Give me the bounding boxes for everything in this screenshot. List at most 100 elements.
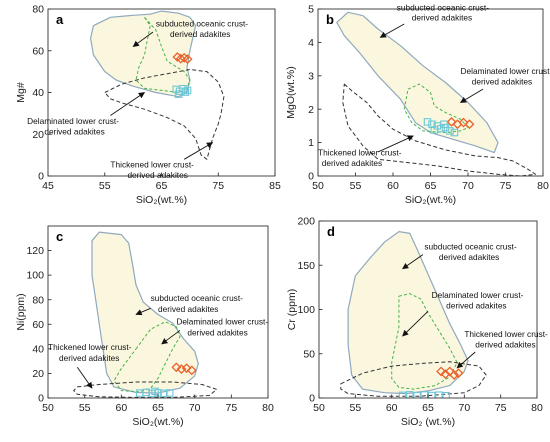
sample-square [446,127,454,135]
x-tick-label: 60 [386,402,398,414]
sample-square [165,389,174,397]
x-tick-label: 85 [269,180,281,192]
field-annotation: Thickened lower crust- [110,160,194,170]
x-tick-label: 45 [42,180,54,192]
field-annotation: derived adakites [187,327,247,337]
y-tick-label: 100 [297,304,315,316]
sample-diamond [186,365,197,376]
field-annotation: derived adakites [127,170,187,180]
field-annotation: derived adakites [439,252,499,262]
annotation-arrow [135,307,151,316]
y-tick-label: 80 [32,4,44,16]
y-tick-label: 120 [26,245,44,257]
field-annotation: derived adakites [472,76,532,86]
sample-square [450,128,459,137]
field-annotation: subducted oceanic crust- [156,19,248,29]
y-tick-label: 0 [38,393,44,405]
sample-diamond [182,54,193,65]
field-filled-d [347,231,469,395]
x-tick-label: 75 [212,180,224,192]
panel-letter: a [56,12,64,27]
sample-square [398,391,407,398]
field-annotation: Delaminated lower crust- [461,66,550,76]
field-annotation: Thickened lower crust- [318,147,402,157]
y-tick-label: 20 [32,368,44,380]
field-dash-black-b [342,83,536,176]
y-tick-label: 1 [308,137,314,149]
annotation-arrow [402,254,424,270]
x-tick-label: 60 [115,402,127,414]
sample-diamond [171,362,182,373]
y-tick-label: 3 [308,70,314,82]
y-axis-title: Ni(ppm) [15,293,27,330]
field-dash-green-b [403,83,469,134]
sample-square [442,391,450,398]
field-dash-green-c [113,321,181,393]
y-axis-title: MgO(wt.%) [285,66,297,119]
panel-b: 50 55 60 65 70 75 80 0 1 2 3 4 5 SiO₂(wt.%) MgO(wt.%) b… [285,3,550,206]
x-tick-label: 55 [99,180,111,192]
x-tick-label: 60 [387,180,399,192]
sample-square [406,391,414,398]
sample-diamond [176,364,187,375]
y-tick-label: 20 [32,129,44,141]
plot-area [89,10,225,160]
field-dash-black-d [340,361,487,397]
field-dash-black-c [73,381,218,398]
field-annotation: derived adakites [44,126,104,136]
field-annotation: Thickened lower crust- [464,329,548,339]
y-tick-label: 200 [297,216,315,228]
field-annotation: derived adakites [158,304,218,314]
x-tick-label: 80 [537,180,549,192]
annotation-arrow [161,330,181,345]
panel-c: 50 55 60 65 70 75 80 0 20 40 60 80 100 120 SiO₂(wt.%) N… [15,225,274,428]
panel-letter: b [326,12,334,27]
sample-diamond [440,369,451,380]
y-tick-label: 5 [308,4,314,16]
y-tick-label: 50 [303,348,315,360]
x-tick-label: 55 [349,402,361,414]
sample-diamond [436,366,446,377]
x-tick-label: 70 [458,402,470,414]
field-filled-c [91,231,199,394]
sample-diamond [464,119,475,130]
sample-square [423,118,432,126]
y-tick-label: 40 [32,87,44,99]
sample-diamond [181,363,192,374]
sample-square [151,387,159,396]
field-annotation: subducted oceanic crust- [397,3,489,13]
x-axis-title: SiO₂(wt.%) [405,194,456,206]
sample-square [174,90,183,98]
sample-square [413,391,421,398]
y-tick-label: 150 [297,260,315,272]
sample-square [435,391,443,398]
panel-letter: c [56,229,63,244]
x-axis-title: SiO₂(wt.%) [136,194,187,206]
x-tick-label: 75 [495,402,507,414]
field-annotation: derived adakites [475,340,535,350]
y-tick-label: 60 [32,45,44,57]
y-axis-title: Mg# [15,82,27,103]
x-axis-title: SiO₂(wt.%) [132,416,183,428]
x-tick-label: 65 [425,180,437,192]
panel-a: 45 55 65 75 85 0 20 40 60 80 SiO₂(wt.%) Mg# a subduct… [15,4,281,206]
y-axis-title: Cr (ppm) [286,289,298,330]
sample-diamond [449,370,460,380]
x-tick-label: 55 [350,180,362,192]
panel-letter: d [327,224,335,239]
x-tick-label: 80 [531,402,543,414]
x-tick-label: 80 [262,402,274,414]
x-tick-label: 70 [462,180,474,192]
y-tick-label: 0 [309,393,315,405]
annotation-arrow [456,351,476,369]
field-annotation: Delaminated lower crust- [432,290,524,300]
sample-square [440,120,448,128]
x-tick-label: 50 [42,402,54,414]
sample-diamond [446,116,457,127]
x-tick-label: 65 [422,402,434,414]
sample-square [183,86,192,95]
field-annotation: subducted oceanic crust- [424,241,516,251]
x-tick-label: 50 [313,402,325,414]
